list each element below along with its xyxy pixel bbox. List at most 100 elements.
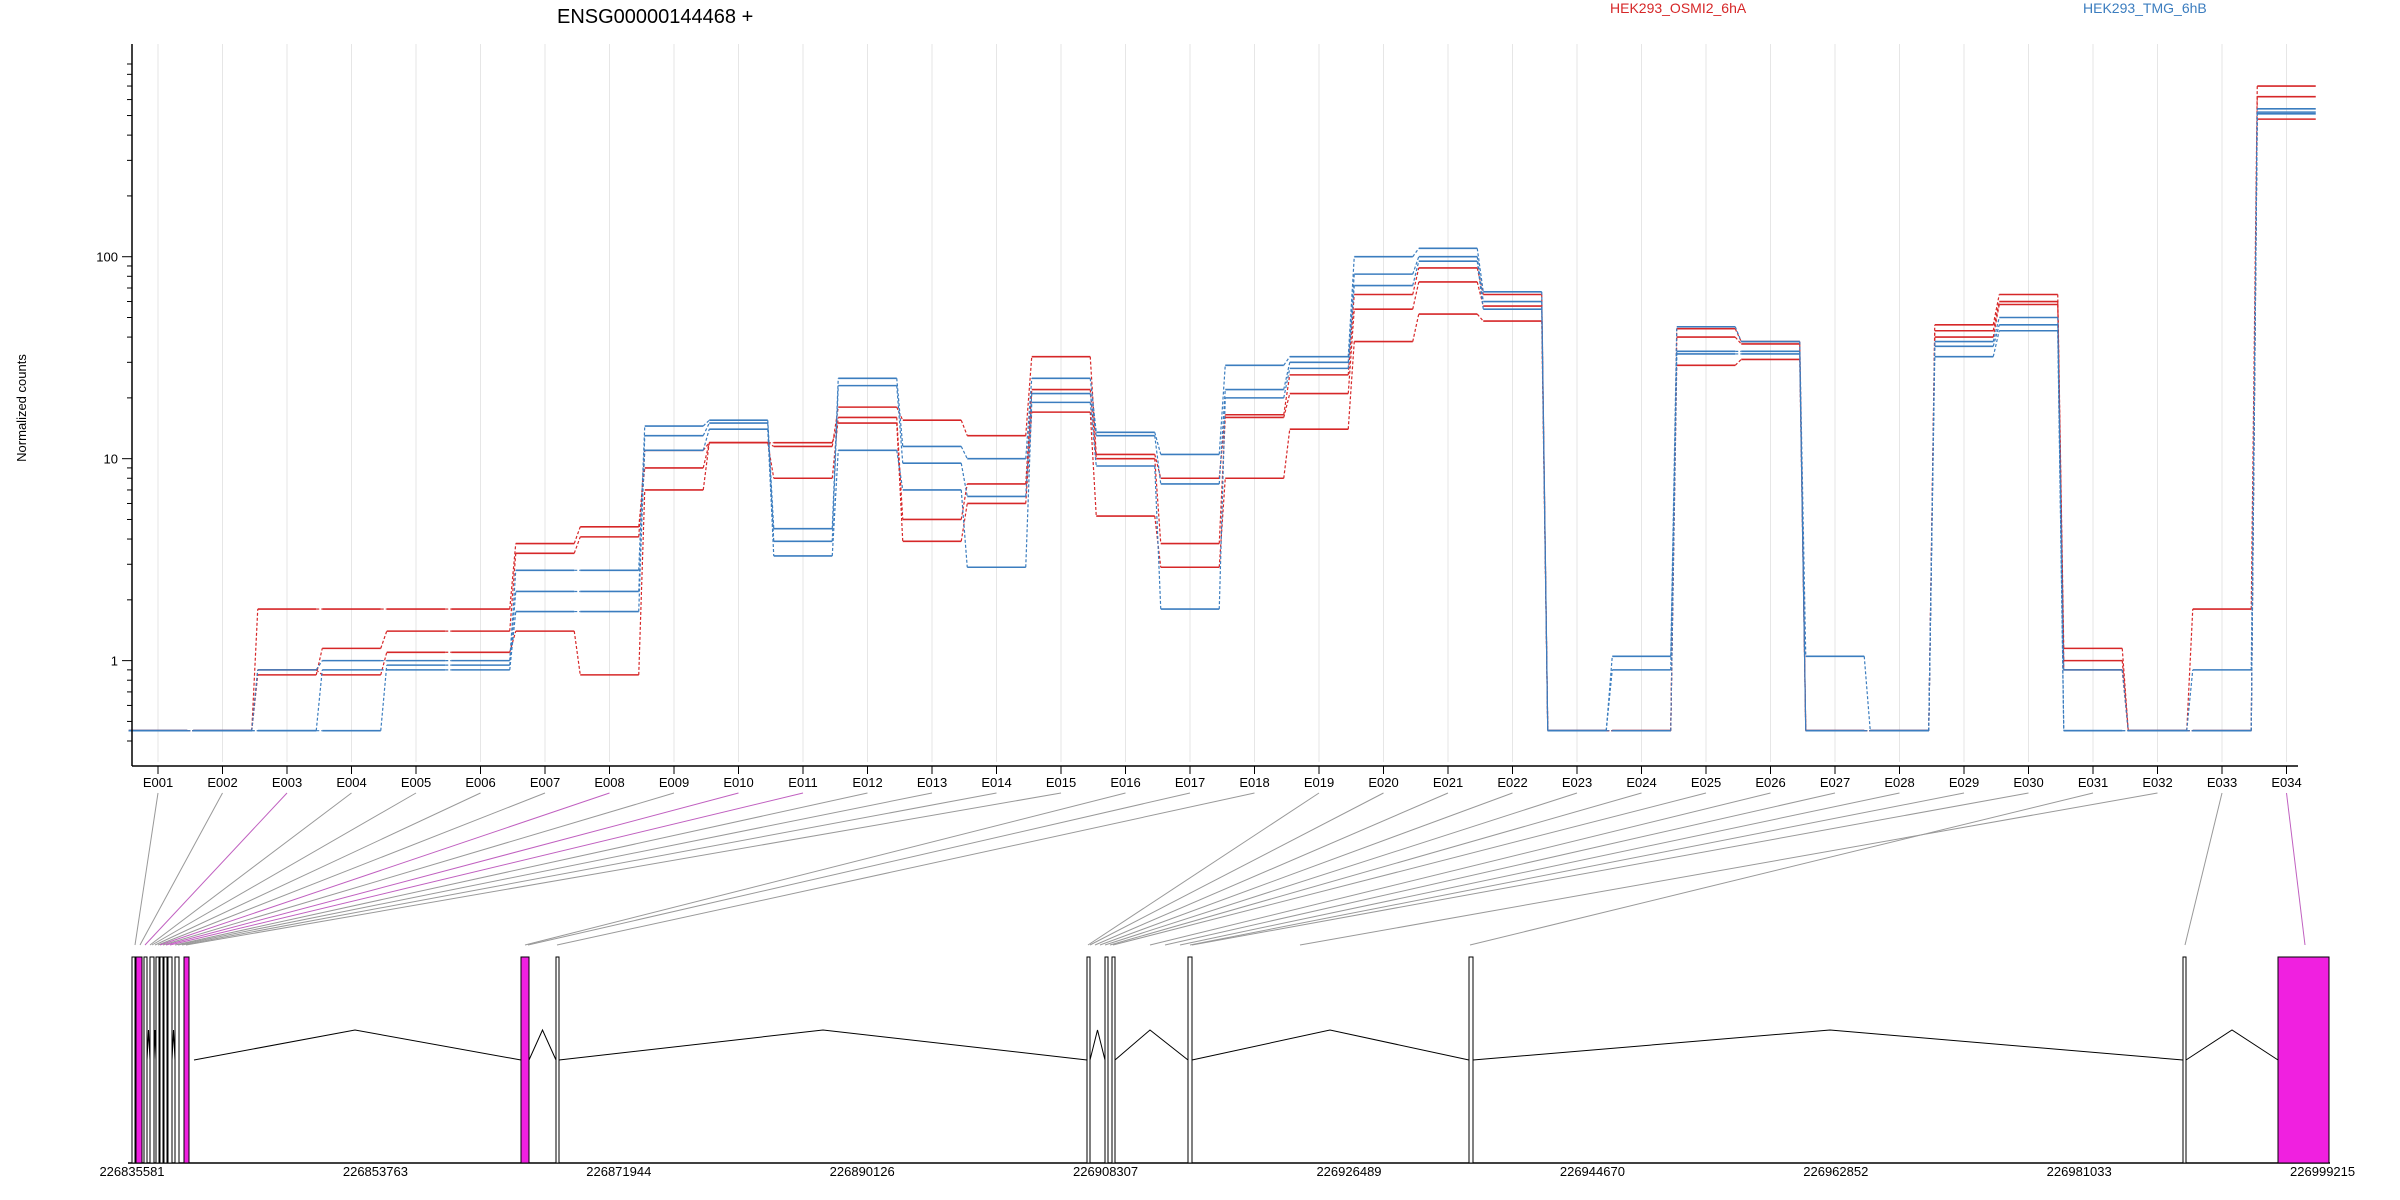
step-connector [509,543,517,610]
exon-box [159,956,164,1164]
step-connector [1412,313,1420,342]
intron-line [146,1029,151,1061]
step-connector [1992,330,2000,357]
step-connector [509,591,517,666]
step-connector [1218,389,1226,484]
genomic-tick-label: 226890126 [830,1164,895,1179]
x-tick-label-e019: E019 [1304,775,1334,790]
step-connector [1025,412,1033,504]
step-connector [1218,397,1226,610]
step-connector [315,648,323,676]
x-tick-label-e012: E012 [852,775,882,790]
exon-box [143,956,148,1164]
step-connector [1283,368,1291,398]
connector-e001 [134,792,159,946]
step-connector [1025,389,1033,484]
step-connector [1476,248,1484,292]
connector-e007 [157,792,546,946]
intron-line [2185,1029,2279,1061]
series-tmg-3 [128,113,2316,732]
step-connector [573,526,581,544]
intron-line [1089,1029,1106,1061]
connector-e017 [527,792,1191,946]
step-connector [638,489,646,675]
exon-box [1104,956,1109,1164]
x-tick-label-e023: E023 [1562,775,1592,790]
connector-e022 [1099,792,1513,946]
step-connector [1283,374,1291,415]
step-connector [1089,393,1097,436]
grid-lines [157,44,2287,762]
x-tick-label-e016: E016 [1110,775,1140,790]
connector-e009 [162,792,675,946]
series-tmg-2 [128,111,2316,732]
step-connector [509,570,517,661]
connector-e002 [139,792,223,946]
step-connector [1992,294,2000,325]
step-connector [573,536,581,554]
step-connector [831,385,839,542]
connector-e023 [1104,792,1578,946]
intron-line [1191,1029,1470,1061]
step-connector [960,420,968,436]
step-connector [2250,113,2258,731]
step-connector [1412,261,1420,286]
connector-e014 [181,792,997,946]
step-connector [1928,356,1936,731]
connector-e019 [1087,792,1320,946]
x-tick-label-e018: E018 [1239,775,1269,790]
step-connector [1025,356,1033,436]
exon-box [1111,956,1116,1164]
connector-e031 [1469,792,2094,946]
step-connector [1605,669,1613,731]
exon-box [155,956,160,1164]
step-connector [1476,313,1484,322]
step-connector [1476,261,1484,310]
exon-box [131,956,136,1164]
y-tick-label-100: 100 [96,250,118,265]
step-connector [251,669,259,731]
step-connector [2057,330,2065,731]
x-tick-label-e017: E017 [1175,775,1205,790]
connector-e028 [1179,792,1900,946]
x-tick-label-e015: E015 [1046,775,1076,790]
step-connector [702,422,710,436]
exon-box [555,956,560,1164]
step-connector [1992,317,2000,342]
step-connector [702,442,710,451]
step-connector [509,630,517,653]
step-connector [2186,669,2194,731]
x-tick-label-e030: E030 [2013,775,2043,790]
step-connector [2186,609,2194,731]
x-tick-label-e003: E003 [272,775,302,790]
connector-e016 [524,792,1126,946]
step-connector [315,669,323,731]
x-tick-label-e013: E013 [917,775,947,790]
step-connector [1347,285,1355,369]
genomic-tick-label: 226835581 [99,1164,164,1179]
step-connector [896,450,904,491]
step-connector [1089,412,1097,517]
step-connector [1025,393,1033,497]
step-connector [702,419,710,427]
step-connector [1154,454,1162,479]
step-connector [960,503,968,542]
exon-box [167,956,173,1164]
highlighted-exon [135,956,143,1164]
step-connector [960,463,968,497]
series-tmg-1 [128,108,2316,732]
step-connector [702,442,710,469]
step-connector [896,378,904,447]
x-tick-label-e009: E009 [659,775,689,790]
y-axis-label: Normalized counts [14,354,29,462]
genomic-tick-label: 226926489 [1316,1164,1381,1179]
step-connector [896,417,904,520]
step-connector [380,630,388,649]
connector-e033 [2184,792,2223,946]
step-connector [315,660,323,671]
x-tick-label-e025: E025 [1691,775,1721,790]
step-connector [1154,435,1162,484]
x-tick-label-e014: E014 [981,775,1011,790]
genomic-tick-label: 226908307 [1073,1164,1138,1179]
step-connector [702,428,710,451]
